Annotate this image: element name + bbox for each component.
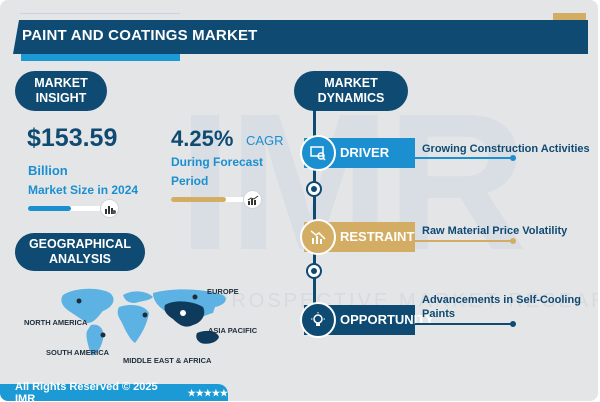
market-insight-label-2: INSIGHT	[35, 91, 87, 105]
australia-shape	[196, 330, 219, 344]
analysis-magnifier-icon	[300, 135, 336, 171]
africa-shape	[117, 305, 149, 343]
driver-connector	[415, 157, 512, 159]
copyright-text: All Rights Reserved © 2025 IMR	[15, 381, 158, 401]
map-label-europe: EUROPE	[207, 287, 239, 296]
driver-connector-end	[510, 155, 516, 161]
money-chart-icon	[100, 199, 119, 218]
lightbulb-icon	[300, 302, 336, 338]
rating-stars: ★★★★★	[187, 387, 228, 398]
opportunity-connector-end	[510, 321, 516, 327]
timeline-node-2	[306, 263, 322, 279]
opportunity-connector	[415, 323, 512, 325]
market-insight-badge: MARKET INSIGHT	[15, 71, 107, 111]
title-banner	[13, 20, 588, 54]
dynamics-timeline-line	[313, 110, 316, 310]
market-size-unit: Billion	[28, 163, 68, 178]
restraint-label: RESTRAINT	[340, 229, 415, 244]
driver-text: Growing Construction Activities	[422, 143, 590, 155]
market-dynamics-badge: MARKET DYNAMICS	[294, 71, 408, 111]
timeline-node-1	[306, 181, 322, 197]
cagr-caption-1: During Forecast	[171, 155, 264, 169]
footer-bar: All Rights Reserved © 2025 IMR ★★★★★	[0, 381, 228, 401]
map-label-north-america: NORTH AMERICA	[24, 318, 88, 327]
driver-box: DRIVER	[300, 135, 415, 171]
cagr-caption-2: Period	[171, 174, 209, 188]
cagr-unit: CAGR	[246, 133, 284, 148]
market-dynamics-label-1: MARKET	[324, 76, 378, 90]
opportunity-text-2: Paints	[422, 308, 456, 320]
restraint-connector	[415, 240, 512, 242]
restraint-connector-end	[510, 238, 516, 244]
opportunity-box: OPPORTUNITY	[300, 302, 434, 338]
page-title: PAINT AND COATINGS MARKET	[22, 27, 258, 44]
south-america-shape	[86, 324, 104, 356]
market-size-caption: Market Size in 2024	[28, 183, 139, 197]
market-insight-label-1: MARKET	[34, 76, 88, 90]
geo-label-2: ANALYSIS	[48, 252, 112, 266]
world-map	[61, 288, 226, 356]
europe-shape	[123, 291, 153, 303]
title-top-line	[20, 13, 180, 14]
declining-chart-icon	[300, 219, 336, 255]
geo-label-1: GEOGRAPHICAL	[28, 237, 132, 251]
cagr-bar-fill	[171, 197, 226, 202]
restraint-box: RESTRAINT	[300, 219, 415, 255]
driver-label: DRIVER	[340, 145, 390, 160]
opportunity-label: OPPORTUNITY	[340, 312, 434, 327]
growth-chart-icon	[243, 190, 262, 209]
title-blue-accent	[21, 54, 180, 61]
market-size-value: $153.59	[27, 124, 118, 152]
market-dynamics-label-2: DYNAMICS	[317, 91, 385, 105]
geographical-analysis-badge: GEOGRAPHICAL ANALYSIS	[15, 233, 145, 271]
market-size-bar-fill	[28, 206, 71, 211]
cagr-value: 4.25%	[171, 126, 234, 151]
map-label-middle-east-africa: MIDDLE EAST & AFRICA	[123, 356, 212, 365]
map-label-south-america: SOUTH AMERICA	[46, 348, 110, 357]
title-gold-accent	[553, 13, 586, 20]
north-america-shape	[61, 288, 114, 323]
opportunity-text-1: Advancements in Self-Cooling	[422, 294, 581, 306]
map-label-asia-pacific: ASIA PACIFIC	[208, 326, 258, 335]
restraint-text: Raw Material Price Volatility	[422, 225, 568, 237]
